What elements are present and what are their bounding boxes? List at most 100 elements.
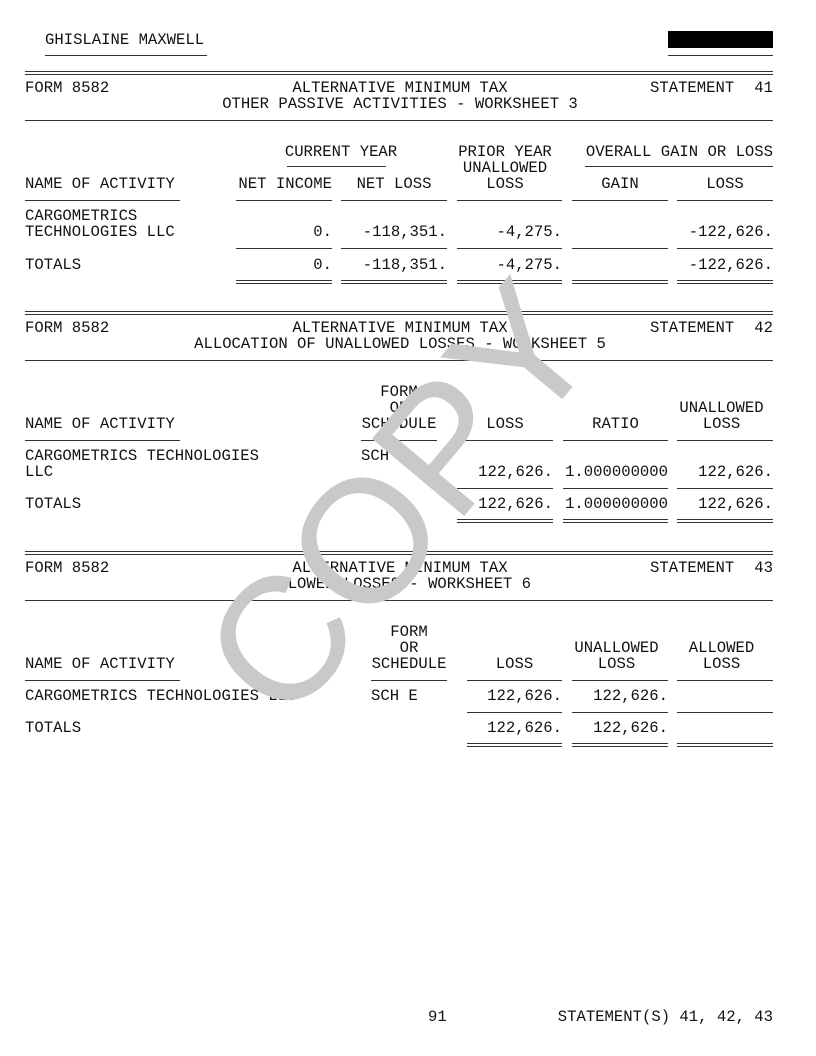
col-underline <box>341 200 447 201</box>
group-underline <box>287 166 386 167</box>
cell-schedule: SCH E <box>371 687 418 705</box>
total-net-income: 0. <box>313 256 332 274</box>
total-prior-loss: -4,275. <box>496 256 562 274</box>
name-underline <box>45 55 207 56</box>
col-gain: GAIN <box>601 175 639 193</box>
total-double-underline <box>677 519 773 523</box>
total-double-underline <box>677 280 773 284</box>
row-underline <box>677 488 773 489</box>
total-double-underline <box>572 280 668 284</box>
cell-net-loss: -118,351. <box>362 223 447 241</box>
cell-unallowed: 122,626. <box>698 463 773 481</box>
row-underline <box>572 248 668 249</box>
cell-gain <box>572 224 668 240</box>
col-loss: LOSS <box>495 655 534 673</box>
form-label: FORM 8582 <box>25 319 110 337</box>
activity-name-cont: LLC <box>25 463 54 481</box>
statement-label: STATEMENT <box>650 79 735 97</box>
section-divider <box>25 311 773 315</box>
col-underline <box>457 200 562 201</box>
activity-name-cont: TECHNOLOGIES LLC <box>25 223 175 241</box>
col-underline <box>572 200 668 201</box>
row-underline <box>572 712 668 713</box>
row-underline <box>677 248 773 249</box>
total-loss: 122,626. <box>478 495 553 513</box>
total-double-underline <box>467 743 562 747</box>
header-rule <box>25 360 773 361</box>
statement-label: STATEMENT <box>650 559 735 577</box>
col-underline <box>236 200 332 201</box>
total-loss: 122,626. <box>487 719 562 737</box>
col-underline <box>467 680 562 681</box>
total-net-loss: -118,351. <box>362 256 447 274</box>
section-divider <box>25 551 773 555</box>
col-underline <box>25 440 180 441</box>
cell-loss: 122,626. <box>487 687 562 705</box>
total-unallowed: 122,626. <box>698 495 773 513</box>
col-form-3: SCHEDULE <box>371 655 447 673</box>
redacted-underline <box>668 55 773 56</box>
section-title: ALTERNATIVE MINIMUM TAX <box>292 559 508 577</box>
col-prior-year-3: LOSS <box>486 175 524 193</box>
total-unallowed: 122,626. <box>593 719 668 737</box>
col-unallowed-2: LOSS <box>597 655 636 673</box>
total-double-underline <box>677 743 773 747</box>
col-name: NAME OF ACTIVITY <box>25 655 175 673</box>
total-double-underline <box>563 519 668 523</box>
col-underline <box>25 200 180 201</box>
total-loss: -122,626. <box>688 256 773 274</box>
total-gain <box>572 257 668 273</box>
header-rule <box>25 120 773 121</box>
statement-number: 43 <box>754 559 773 577</box>
row-underline <box>467 712 562 713</box>
row-underline <box>236 248 332 249</box>
cell-ratio: 1.000000000 <box>565 463 668 481</box>
col-form-2: OR <box>399 639 419 657</box>
cell-net-income: 0. <box>313 223 332 241</box>
col-underline <box>563 440 668 441</box>
cell-loss: -122,626. <box>688 223 773 241</box>
col-loss: LOSS <box>486 415 524 433</box>
col-underline <box>572 680 668 681</box>
col-underline <box>25 680 180 681</box>
col-underline <box>677 200 773 201</box>
form-label: FORM 8582 <box>25 79 110 97</box>
section-title: ALTERNATIVE MINIMUM TAX <box>292 79 508 97</box>
col-name: NAME OF ACTIVITY <box>25 415 175 433</box>
col-unallowed-1: UNALLOWED <box>679 399 764 417</box>
section-subtitle: ALLOCATION OF UNALLOWED LOSSES - WORKSHE… <box>194 335 606 353</box>
redacted-box <box>668 31 773 48</box>
col-underline <box>371 680 447 681</box>
col-allowed-1: ALLOWED <box>688 639 755 657</box>
col-net-loss: NET LOSS <box>356 175 432 193</box>
totals-label: TOTALS <box>25 719 82 737</box>
col-prior-year-2: UNALLOWED <box>462 159 548 177</box>
col-group-current-year: CURRENT YEAR <box>284 143 398 161</box>
header-rule <box>25 600 773 601</box>
col-underline <box>677 440 773 441</box>
statement-number: 42 <box>754 319 773 337</box>
section-divider <box>25 71 773 75</box>
activity-name: CARGOMETRICS <box>25 207 138 225</box>
col-underline <box>361 440 437 441</box>
col-allowed-2: LOSS <box>702 655 741 673</box>
row-underline <box>677 712 773 713</box>
footer-statements: STATEMENT(S) 41, 42, 43 <box>557 1008 773 1026</box>
col-underline <box>677 680 773 681</box>
col-form-3: SCHEDULE <box>361 415 437 433</box>
total-double-underline <box>572 743 668 747</box>
totals-label: TOTALS <box>25 495 82 513</box>
form-label: FORM 8582 <box>25 559 110 577</box>
statement-label: STATEMENT <box>650 319 735 337</box>
col-net-income: NET INCOME <box>238 175 332 193</box>
total-allowed <box>677 720 773 736</box>
cell-unallowed: 122,626. <box>593 687 668 705</box>
col-form-2: OR <box>389 399 409 417</box>
col-unallowed-1: UNALLOWED <box>574 639 659 657</box>
col-ratio: RATIO <box>592 415 639 433</box>
activity-name: CARGOMETRICS TECHNOLOGIES LLC <box>25 687 297 705</box>
col-unallowed-2: LOSS <box>702 415 741 433</box>
section-subtitle: OTHER PASSIVE ACTIVITIES - WORKSHEET 3 <box>222 95 578 113</box>
statement-number: 41 <box>754 79 773 97</box>
cell-allowed <box>677 688 773 704</box>
